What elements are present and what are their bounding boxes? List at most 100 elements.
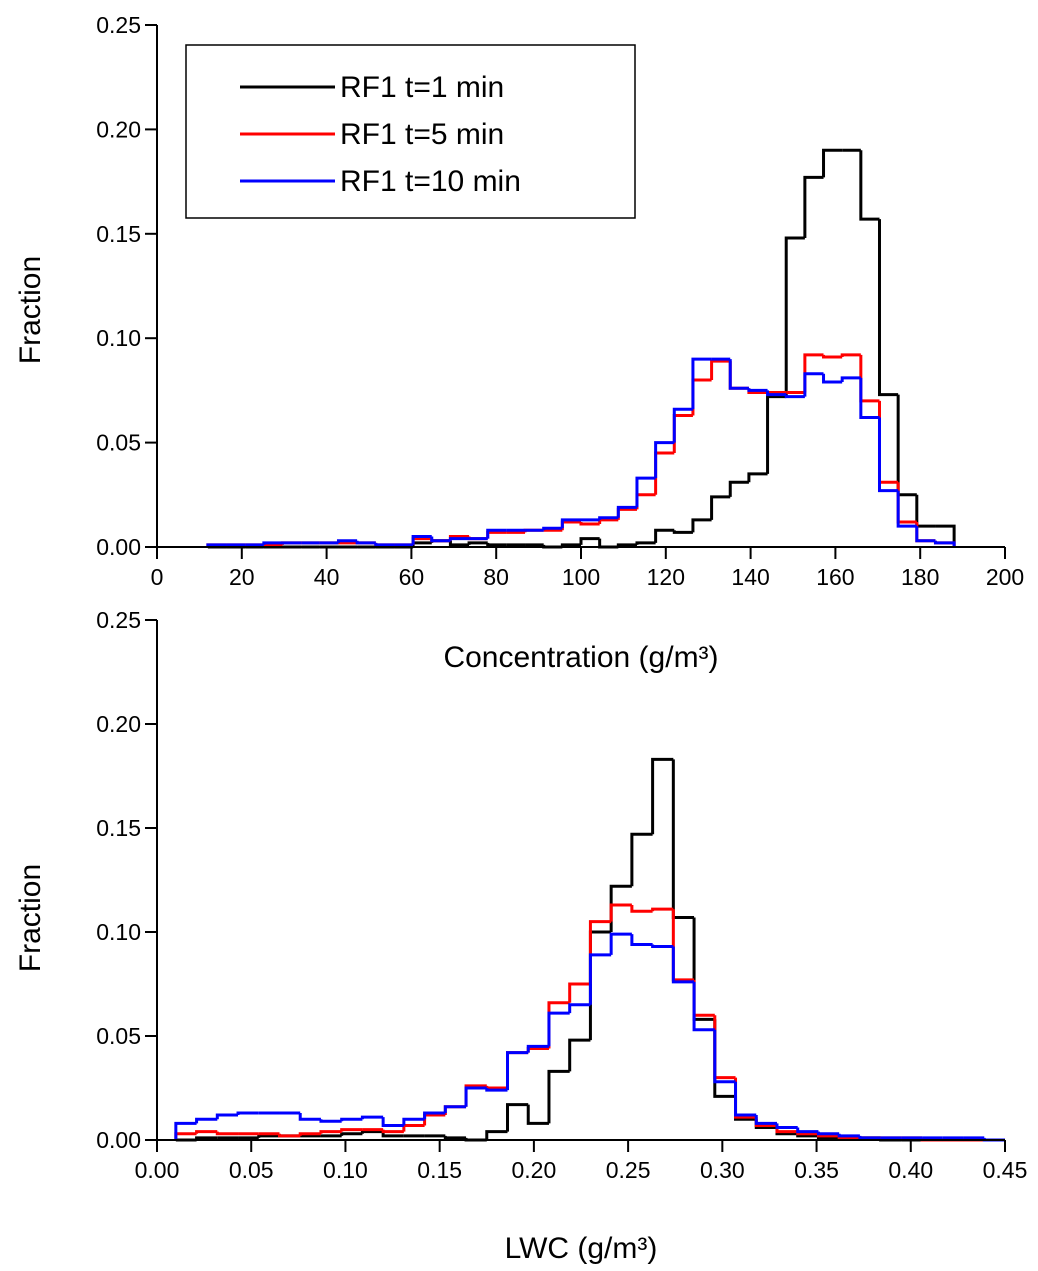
x-tick-label: 120 bbox=[647, 564, 685, 590]
legend-label: RF1 t=1 min bbox=[340, 71, 504, 104]
histogram-step bbox=[486, 528, 507, 539]
histogram-step bbox=[630, 934, 653, 946]
histogram-step bbox=[754, 1115, 777, 1125]
histogram-step bbox=[215, 1113, 239, 1120]
histogram-step bbox=[915, 526, 936, 543]
histogram-step bbox=[485, 1085, 508, 1090]
histogram-step bbox=[277, 1133, 301, 1138]
histogram-step bbox=[728, 480, 749, 497]
x-axis-label: LWC (g/m³) bbox=[505, 1232, 658, 1265]
y-tick-label: 0.15 bbox=[96, 815, 141, 841]
histogram-step bbox=[402, 1123, 425, 1132]
histogram-step bbox=[822, 148, 843, 178]
histogram-step bbox=[859, 377, 880, 420]
histogram-step bbox=[840, 353, 861, 357]
histogram-step bbox=[298, 1112, 321, 1121]
y-tick-label: 0.20 bbox=[96, 116, 141, 142]
x-tick-label: 0.45 bbox=[983, 1157, 1028, 1183]
histogram-step bbox=[691, 378, 712, 416]
histogram-step bbox=[485, 1130, 508, 1140]
histogram-step bbox=[822, 373, 843, 384]
histogram-step bbox=[896, 490, 917, 528]
histogram-step bbox=[340, 1132, 363, 1136]
y-tick-label: 0.25 bbox=[96, 607, 141, 633]
histogram-step bbox=[443, 1105, 467, 1113]
x-axis-label: Concentration (g/m³) bbox=[443, 641, 718, 674]
x-tick-label: 180 bbox=[901, 564, 939, 590]
histogram-step bbox=[784, 394, 805, 399]
x-tick-label: 0.30 bbox=[700, 1157, 745, 1183]
x-tick-label: 100 bbox=[562, 564, 600, 590]
histogram-step bbox=[728, 361, 749, 390]
x-tick-label: 0.10 bbox=[323, 1157, 368, 1183]
x-tick-label: 0.25 bbox=[606, 1157, 651, 1183]
histogram-step bbox=[651, 944, 674, 949]
histogram-step bbox=[933, 540, 956, 547]
histogram-step bbox=[526, 1104, 549, 1125]
histogram-step bbox=[448, 537, 470, 541]
histogram-step bbox=[747, 388, 768, 392]
histogram-step bbox=[616, 507, 637, 520]
legend-label: RF1 t=5 min bbox=[340, 118, 504, 151]
histogram-step bbox=[616, 505, 637, 518]
histogram-step bbox=[822, 354, 843, 359]
histogram-step bbox=[579, 521, 600, 526]
histogram-step bbox=[609, 903, 632, 922]
histogram-step bbox=[654, 441, 675, 479]
histogram-step bbox=[654, 451, 675, 495]
y-tick-label: 0.00 bbox=[96, 1127, 141, 1153]
histogram-step bbox=[816, 1131, 840, 1136]
histogram-step bbox=[340, 1117, 363, 1122]
histogram-step bbox=[262, 541, 283, 545]
histogram-step bbox=[635, 476, 656, 508]
x-tick-label: 60 bbox=[399, 564, 425, 590]
histogram-step bbox=[859, 150, 880, 221]
legend-label: RF1 t=10 min bbox=[340, 165, 521, 198]
x-tick-label: 140 bbox=[731, 564, 769, 590]
histogram-step bbox=[651, 907, 674, 912]
histogram-step bbox=[671, 759, 695, 919]
histogram-step bbox=[803, 372, 824, 397]
histogram-step bbox=[568, 1038, 591, 1072]
histogram-step bbox=[215, 1131, 239, 1136]
y-tick-label: 0.10 bbox=[96, 919, 141, 945]
x-tick-label: 160 bbox=[816, 564, 854, 590]
histogram-step bbox=[859, 354, 880, 403]
y-tick-label: 0.25 bbox=[96, 12, 141, 38]
histogram-step bbox=[579, 537, 600, 545]
histogram-step bbox=[671, 909, 695, 982]
y-tick-label: 0.15 bbox=[96, 221, 141, 247]
histogram-step bbox=[766, 395, 787, 474]
histogram-step bbox=[598, 538, 619, 549]
x-tick-label: 0.20 bbox=[512, 1157, 557, 1183]
histogram-step bbox=[430, 536, 451, 543]
x-tick-label: 40 bbox=[314, 564, 340, 590]
histogram-step bbox=[467, 541, 488, 545]
histogram-step bbox=[775, 1123, 798, 1130]
histogram-step bbox=[710, 359, 731, 380]
histogram-step bbox=[526, 1044, 549, 1053]
histogram-step bbox=[837, 1133, 860, 1138]
histogram-step bbox=[766, 390, 787, 397]
histogram-step bbox=[877, 219, 899, 397]
histogram-step bbox=[526, 1046, 549, 1053]
histogram-step bbox=[858, 1135, 881, 1140]
histogram-step bbox=[598, 516, 619, 520]
y-tick-label: 0.05 bbox=[96, 1023, 141, 1049]
x-tick-label: 80 bbox=[483, 564, 509, 590]
legend-box bbox=[185, 44, 636, 219]
histogram-step bbox=[671, 946, 695, 984]
histogram-step bbox=[635, 493, 656, 510]
histogram-step bbox=[448, 540, 470, 547]
histogram-step bbox=[360, 1130, 384, 1134]
x-tick-label: 0 bbox=[151, 564, 164, 590]
x-tick-label: 0.35 bbox=[794, 1157, 839, 1183]
histogram-step bbox=[728, 359, 749, 390]
histogram-step bbox=[692, 981, 715, 1032]
histogram-step bbox=[360, 1115, 384, 1120]
histogram-step bbox=[486, 530, 507, 539]
histogram-step bbox=[195, 1117, 218, 1124]
histogram-step bbox=[411, 535, 432, 545]
histogram-step bbox=[340, 1128, 363, 1132]
